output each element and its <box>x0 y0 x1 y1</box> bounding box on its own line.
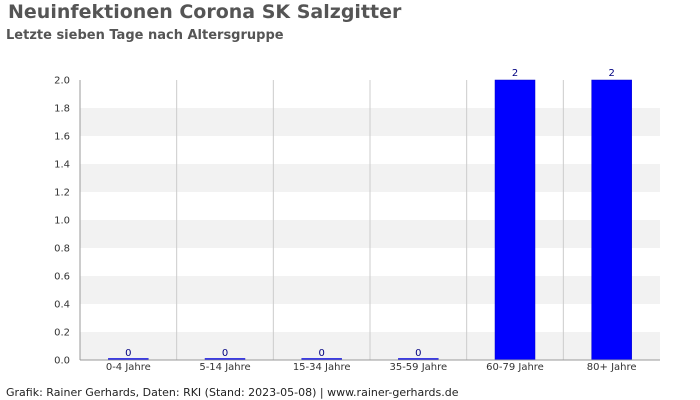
vertical-gridlines <box>176 80 564 360</box>
data-label: 0 <box>318 348 324 359</box>
bars <box>108 79 632 361</box>
y-tick-label: 0.6 <box>54 272 70 283</box>
x-tick-label: 35-59 Jahre <box>389 362 447 373</box>
y-tick-label: 1.2 <box>54 188 70 199</box>
y-tick-label: 1.8 <box>54 104 70 115</box>
data-label: 0 <box>222 348 228 359</box>
data-labels: 0 0 0 0 2 2 <box>125 68 615 359</box>
y-tick-label: 1.6 <box>54 132 70 143</box>
chart-subtitle: Letzte sieben Tage nach Altersgruppe <box>6 28 284 43</box>
y-tick-label: 0.0 <box>54 356 70 367</box>
x-tick-label: 80+ Jahre <box>587 362 637 373</box>
x-tick-label: 5-14 Jahre <box>199 362 250 373</box>
chart-title: Neuinfektionen Corona SK Salzgitter <box>8 1 402 23</box>
bar <box>591 79 632 361</box>
y-axis-ticks: 0.0 0.2 0.4 0.6 0.8 1.0 1.2 1.4 1.6 1.8 2.0 <box>54 76 70 367</box>
y-tick-label: 0.4 <box>54 300 70 311</box>
bar <box>494 79 536 361</box>
y-tick-label: 0.8 <box>54 244 70 255</box>
x-tick-label: 0-4 Jahre <box>106 362 151 373</box>
x-tick-label: 15-34 Jahre <box>293 362 351 373</box>
y-tick-label: 2.0 <box>54 76 70 87</box>
data-label: 2 <box>512 68 518 79</box>
data-label: 2 <box>608 68 614 79</box>
x-tick-label: 60-79 Jahre <box>486 362 544 373</box>
data-label: 0 <box>125 348 131 359</box>
y-tick-label: 1.4 <box>54 160 70 171</box>
y-tick-label: 0.2 <box>54 328 70 339</box>
data-label: 0 <box>415 348 421 359</box>
source-footer: Grafik: Rainer Gerhards, Daten: RKI (Sta… <box>6 386 459 399</box>
axes <box>79 80 660 361</box>
y-tick-label: 1.0 <box>54 216 70 227</box>
x-axis-labels: 0-4 Jahre 5-14 Jahre 15-34 Jahre 35-59 Jahr… <box>106 362 637 373</box>
